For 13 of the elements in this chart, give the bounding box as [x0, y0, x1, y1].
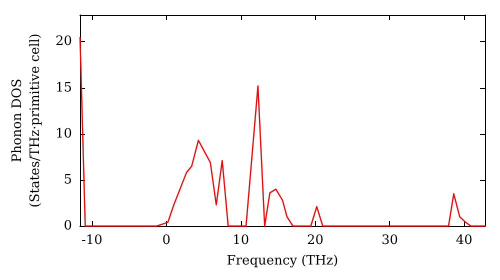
x-tick-label: 40 [456, 233, 472, 248]
x-axis-title: Frequency (THz) [226, 253, 338, 268]
y-tick-label: 20 [55, 34, 72, 50]
x-tick-label: -10 [81, 233, 102, 248]
y-tick-label: 10 [55, 126, 72, 142]
x-tick-label: 30 [381, 233, 398, 248]
y-tick-label: 15 [55, 80, 72, 96]
x-tick-label: 10 [232, 233, 250, 248]
x-tick-label: 0 [162, 233, 170, 248]
y-tick-label: 0 [64, 218, 72, 234]
y-axis-title: Phonon DOS (States/THz·primitive cell) [10, 33, 44, 208]
x-tick-label: 20 [306, 233, 324, 248]
y-tick-label: 5 [64, 172, 72, 188]
